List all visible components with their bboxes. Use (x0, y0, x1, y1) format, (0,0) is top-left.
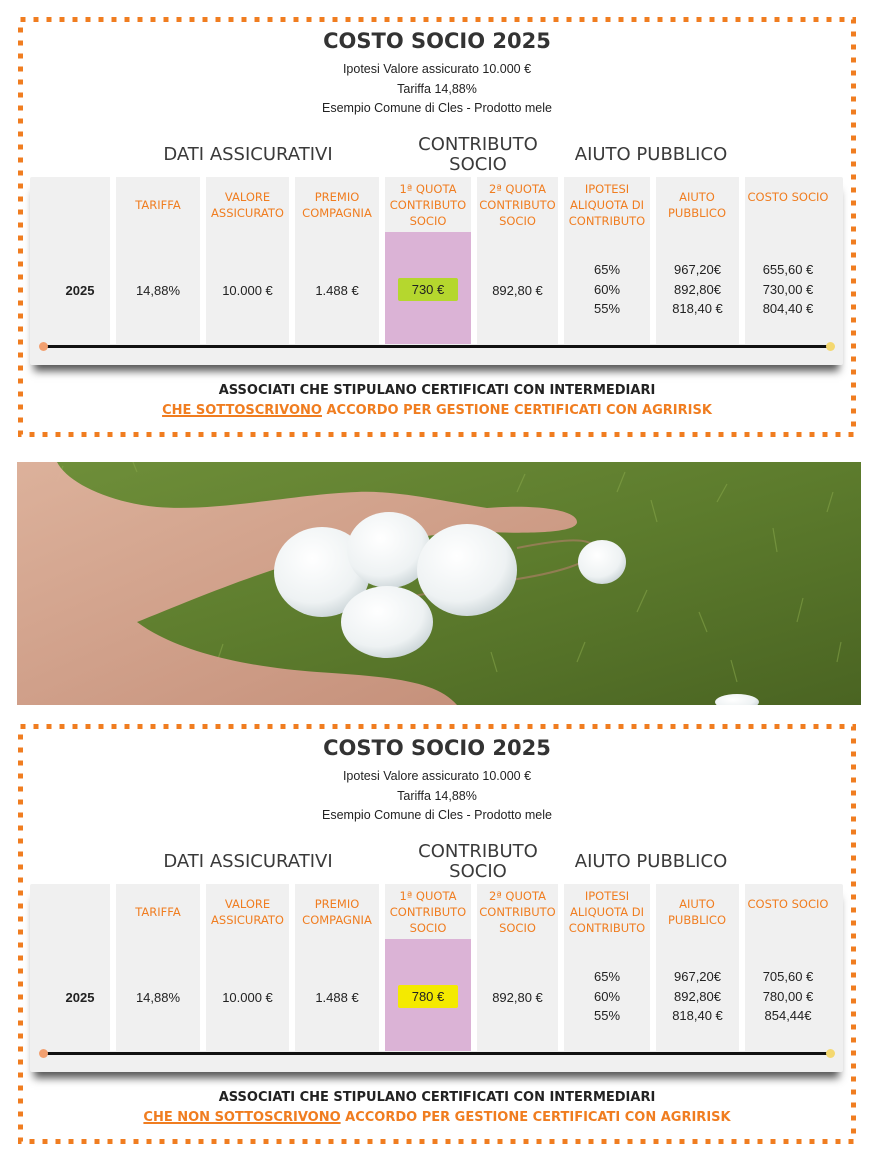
cell-anno: 2025 (65, 990, 95, 1005)
quota1-badge: 780 € (398, 985, 458, 1008)
cell-premio: 1.488 € (315, 990, 359, 1005)
aliquota-value: 65% (593, 262, 621, 277)
header-tariffa: TARIFFA (135, 198, 181, 212)
aiuto-value: 892,80€ (674, 988, 721, 1004)
timeline-rule (44, 1052, 831, 1055)
header-quota1: 1ª QUOTA CONTRIBUTO SOCIO (389, 889, 467, 935)
cell-premio: 1.488 € (315, 283, 359, 298)
footer-associati: ASSOCIATI CHE STIPULANO CERTIFICATI CON … (218, 1090, 656, 1105)
section-aiuto-pubblico: AIUTO PUBBLICO (574, 851, 728, 872)
panel-title: COSTO SOCIO 2025 (323, 29, 551, 53)
section-dati-assicurativi: DATI ASSICURATIVI (163, 144, 333, 165)
aliquota-value: 55% (593, 301, 621, 316)
cell-anno: 2025 (65, 283, 95, 298)
header-tariffa: TARIFFA (135, 905, 181, 919)
subtitle-comune: Esempio Comune di Cles - Prodotto mele (322, 808, 552, 822)
header-quota1: 1ª QUOTA CONTRIBUTO SOCIO (389, 182, 467, 228)
dotted-border (18, 17, 856, 437)
timeline-start-dot (39, 342, 48, 351)
cost-panel-con-accordo: COSTO SOCIO 2025 Ipotesi Valore assicura… (18, 17, 856, 437)
subtitle-comune: Esempio Comune di Cles - Prodotto mele (322, 101, 552, 115)
footer-accordo: CHE SOTTOSCRIVONO ACCORDO PER GESTIONE C… (18, 403, 856, 418)
costo-value: 705,60 € (762, 969, 814, 984)
costo-value: 730,00 € (762, 281, 814, 297)
timeline-end-dot (826, 342, 835, 351)
timeline-start-dot (39, 1049, 48, 1058)
section-aiuto-pubblico: AIUTO PUBBLICO (574, 144, 728, 165)
cell-aliquote: 65% 60% 55% (564, 260, 650, 319)
header-ipotesi-aliquota: IPOTESI ALIQUOTA DI CONTRIBUTO (568, 889, 646, 935)
costo-value: 780,00 € (762, 988, 814, 1004)
subtitle-valore: Ipotesi Valore assicurato 10.000 € (342, 769, 532, 783)
header-premio-compagnia: PREMIO COMPAGNIA (302, 897, 372, 927)
header-quota2: 2ª QUOTA CONTRIBUTO SOCIO (479, 889, 556, 935)
panel-title: COSTO SOCIO 2025 (323, 736, 551, 760)
cell-valore: 10.000 € (222, 990, 273, 1005)
footer-accordo-text: ACCORDO PER GESTIONE CERTIFICATI CON AGR… (340, 1110, 731, 1125)
cell-tariffa: 14,88% (135, 283, 181, 298)
header-costo-socio: COSTO SOCIO (747, 190, 829, 204)
dotted-border (18, 724, 856, 1144)
header-valore-assicurato: VALORE ASSICURATO (211, 897, 284, 927)
cell-aliquote: 65% 60% 55% (564, 967, 650, 1026)
section-contributo-socio: CONTRIBUTO SOCIO (418, 841, 538, 882)
header-aiuto-pubblico: AIUTO PUBBLICO (667, 190, 726, 220)
aiuto-value: 818,40 € (672, 301, 723, 316)
footer-condition: CHE SOTTOSCRIVONO (162, 403, 322, 418)
aliquota-value: 60% (593, 281, 621, 297)
timeline-end-dot (826, 1049, 835, 1058)
footer-accordo: CHE NON SOTTOSCRIVONO ACCORDO PER GESTIO… (18, 1110, 856, 1125)
header-costo-socio: COSTO SOCIO (747, 897, 829, 911)
hand-with-hailstones-image (17, 462, 861, 705)
cell-quota2: 892,80 € (492, 283, 543, 298)
hailstones-photo (17, 462, 861, 705)
cell-quota2: 892,80 € (492, 990, 543, 1005)
subtitle-tariffa: Tariffa 14,88% (397, 789, 477, 803)
quota1-badge: 730 € (398, 278, 458, 301)
cell-costi: 655,60 € 730,00 € 804,40 € (745, 260, 831, 319)
header-valore-assicurato: VALORE ASSICURATO (211, 190, 284, 220)
subtitle-tariffa: Tariffa 14,88% (397, 82, 477, 96)
cell-aiuti: 967,20€ 892,80€ 818,40 € (656, 260, 739, 319)
header-ipotesi-aliquota: IPOTESI ALIQUOTA DI CONTRIBUTO (568, 182, 646, 228)
header-aiuto-pubblico: AIUTO PUBBLICO (667, 897, 726, 927)
aiuto-value: 818,40 € (672, 1008, 723, 1023)
costo-value: 655,60 € (762, 262, 814, 277)
section-dati-assicurativi: DATI ASSICURATIVI (163, 851, 333, 872)
costo-value: 854,44€ (764, 1008, 812, 1023)
header-quota2: 2ª QUOTA CONTRIBUTO SOCIO (479, 182, 556, 228)
subtitle-valore: Ipotesi Valore assicurato 10.000 € (342, 62, 532, 76)
cell-valore: 10.000 € (222, 283, 273, 298)
aiuto-value: 967,20€ (674, 969, 721, 984)
footer-condition: CHE NON SOTTOSCRIVONO (143, 1110, 341, 1125)
cost-panel-senza-accordo: COSTO SOCIO 2025 Ipotesi Valore assicura… (18, 724, 856, 1144)
cell-costi: 705,60 € 780,00 € 854,44€ (745, 967, 831, 1026)
timeline-rule (44, 345, 831, 348)
aliquota-value: 60% (593, 988, 621, 1004)
costo-value: 804,40 € (762, 301, 814, 316)
aliquota-value: 55% (593, 1008, 621, 1023)
section-contributo-socio: CONTRIBUTO SOCIO (418, 134, 538, 175)
cell-tariffa: 14,88% (135, 990, 181, 1005)
footer-associati: ASSOCIATI CHE STIPULANO CERTIFICATI CON … (218, 383, 656, 398)
aliquota-value: 65% (593, 969, 621, 984)
aiuto-value: 967,20€ (674, 262, 721, 277)
cell-aiuti: 967,20€ 892,80€ 818,40 € (656, 967, 739, 1026)
aiuto-value: 892,80€ (674, 281, 721, 297)
footer-accordo-text: ACCORDO PER GESTIONE CERTIFICATI CON AGR… (321, 403, 712, 418)
header-premio-compagnia: PREMIO COMPAGNIA (302, 190, 372, 220)
